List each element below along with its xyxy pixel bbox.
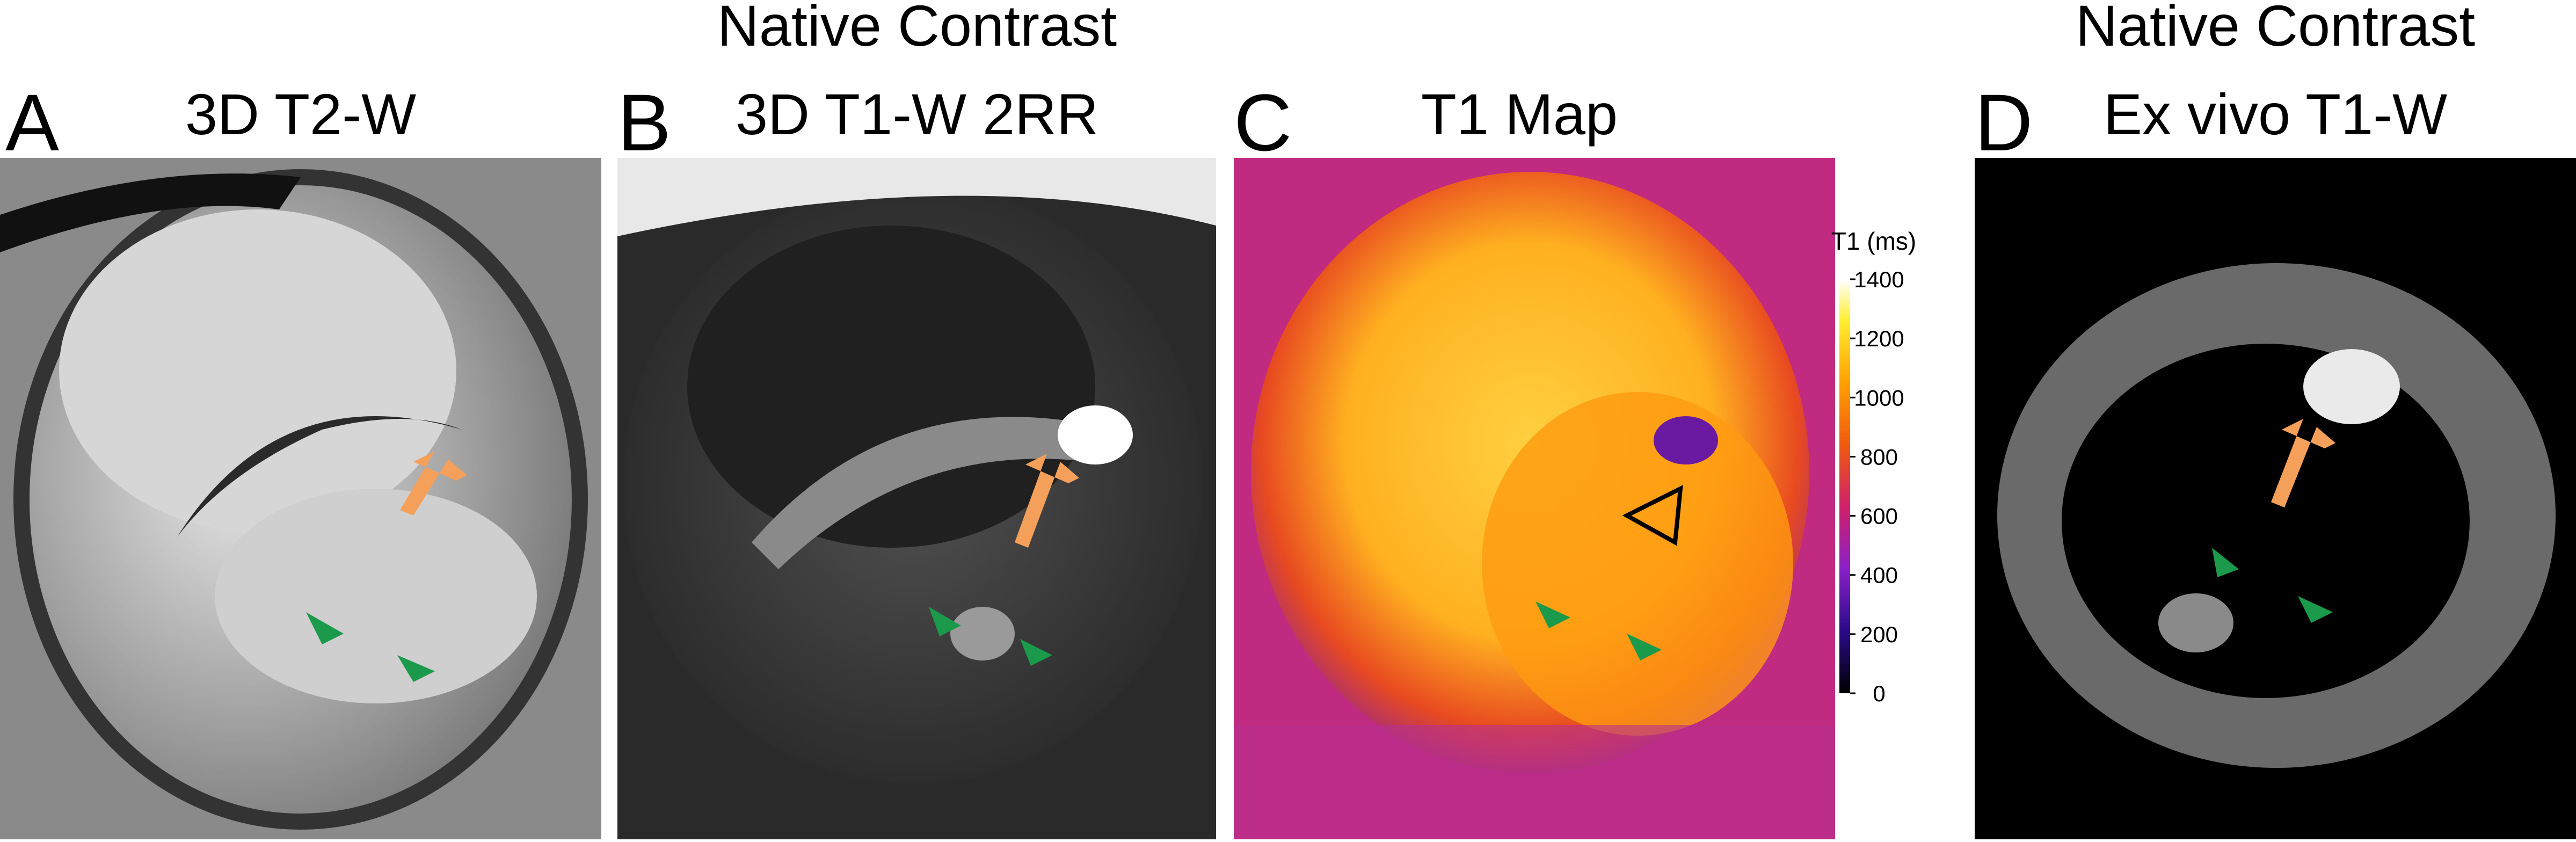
panel-letter: C bbox=[1234, 77, 1292, 168]
open-arrowhead bbox=[1622, 485, 1683, 546]
colorbar-tick-label: 1200 bbox=[1854, 326, 1904, 351]
panel-letter: D bbox=[1975, 77, 2033, 168]
colorbar-tick-label: 200 bbox=[1860, 622, 1898, 647]
image-b bbox=[617, 158, 1216, 839]
colorbar-tick-label: 0 bbox=[1873, 681, 1885, 706]
panel-title: 3D T2-W bbox=[185, 82, 416, 147]
colorbar-label: T1 (ms) bbox=[1831, 227, 1916, 255]
image-d bbox=[1975, 158, 2576, 839]
colorbar-tick-label: 400 bbox=[1860, 563, 1898, 588]
panel-title: 3D T1-W 2RR bbox=[736, 82, 1098, 147]
panel-title: Native Contrast bbox=[717, 0, 1117, 58]
panel-title: Ex vivo T1-W bbox=[2104, 82, 2447, 147]
green-arrowheads bbox=[306, 548, 2333, 682]
colorbar-tick-label: 600 bbox=[1860, 504, 1898, 529]
panel-letter: B bbox=[617, 77, 671, 168]
panel-title: T1 Map bbox=[1421, 82, 1618, 147]
colorbar-tick-label: 1400 bbox=[1854, 267, 1904, 292]
panel-title: Native Contrast bbox=[2076, 0, 2475, 58]
orange-arrows bbox=[400, 419, 2335, 548]
image-c bbox=[1234, 158, 1835, 839]
colorbar bbox=[1839, 279, 1850, 693]
image-a bbox=[0, 158, 601, 839]
colorbar-tick-label: 800 bbox=[1860, 444, 1898, 469]
panel-letter: A bbox=[5, 77, 59, 168]
colorbar-tick-label: 1000 bbox=[1854, 385, 1904, 410]
